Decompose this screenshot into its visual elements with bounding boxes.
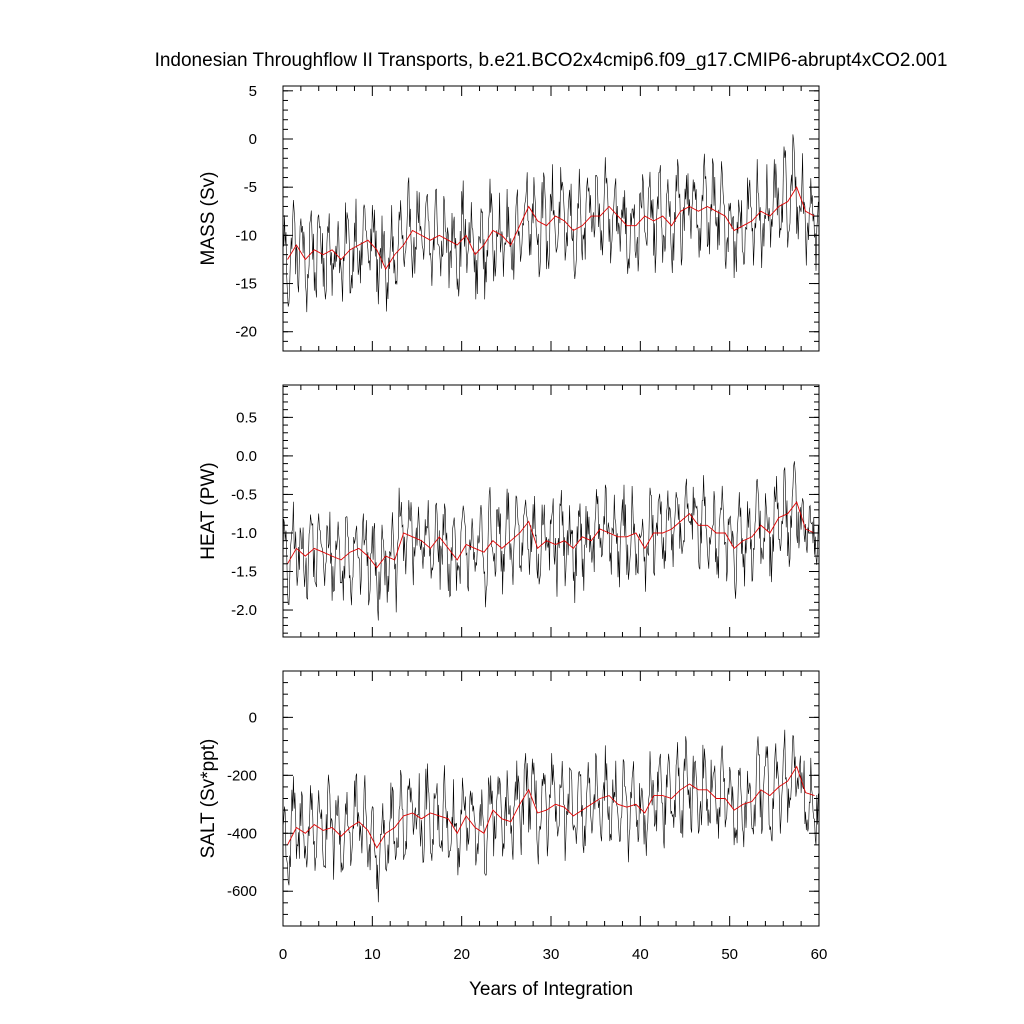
y-tick-label: -15 (235, 276, 257, 293)
chart-title: Indonesian Throughflow II Transports, b.… (155, 50, 948, 71)
salt-panel: 0 10 20 30 40 50 60 0 -200 -400 -600 SALT (Sv*ppt) (198, 670, 828, 963)
y-tick-label: -200 (227, 767, 257, 784)
salt-frame (282, 670, 820, 927)
y-tick-label: 0 (249, 709, 257, 726)
y-tick-label: -0.5 (231, 486, 257, 503)
salt-annual-mean-line (287, 765, 815, 849)
y-tick-label: -600 (227, 883, 257, 900)
y-tick-label: -1.5 (231, 563, 257, 580)
x-tick-label: 60 (811, 946, 828, 963)
y-tick-label: -5 (244, 179, 257, 196)
y-tick-label: -2.0 (231, 602, 257, 619)
x-tick-label: 50 (721, 946, 738, 963)
y-tick-label: 0.0 (236, 448, 257, 465)
heat-panel: 0.5 0.0 -0.5 -1.0 -1.5 -2.0 HEAT (PW) (198, 384, 820, 638)
x-tick-label: 30 (543, 946, 560, 963)
mass-annual-mean-line (287, 186, 815, 271)
heat-monthly-line (282, 461, 819, 621)
salt-monthly-line (282, 729, 819, 903)
x-axis-label: Years of Integration (469, 979, 633, 1000)
salt-y-axis-label: SALT (Sv*ppt) (198, 739, 219, 859)
x-tick-label: 40 (632, 946, 649, 963)
y-tick-label: -1.0 (231, 525, 257, 542)
y-tick-label: -20 (235, 324, 257, 341)
mass-monthly-line (282, 134, 819, 313)
heat-annual-mean-line (287, 501, 815, 569)
mass-panel: 5 0 -5 -10 -15 -20 MASS (Sv) (198, 83, 820, 352)
y-tick-label: 0 (249, 131, 257, 148)
y-tick-label: -400 (227, 825, 257, 842)
x-tick-label: 10 (364, 946, 381, 963)
heat-y-axis-label: HEAT (PW) (198, 462, 219, 559)
y-tick-label: 0.5 (236, 409, 257, 426)
x-tick-label: 20 (453, 946, 470, 963)
y-tick-label: -10 (235, 227, 257, 244)
y-tick-label: 5 (249, 83, 257, 100)
x-tick-label: 0 (279, 946, 287, 963)
mass-y-axis-label: MASS (Sv) (198, 172, 219, 266)
